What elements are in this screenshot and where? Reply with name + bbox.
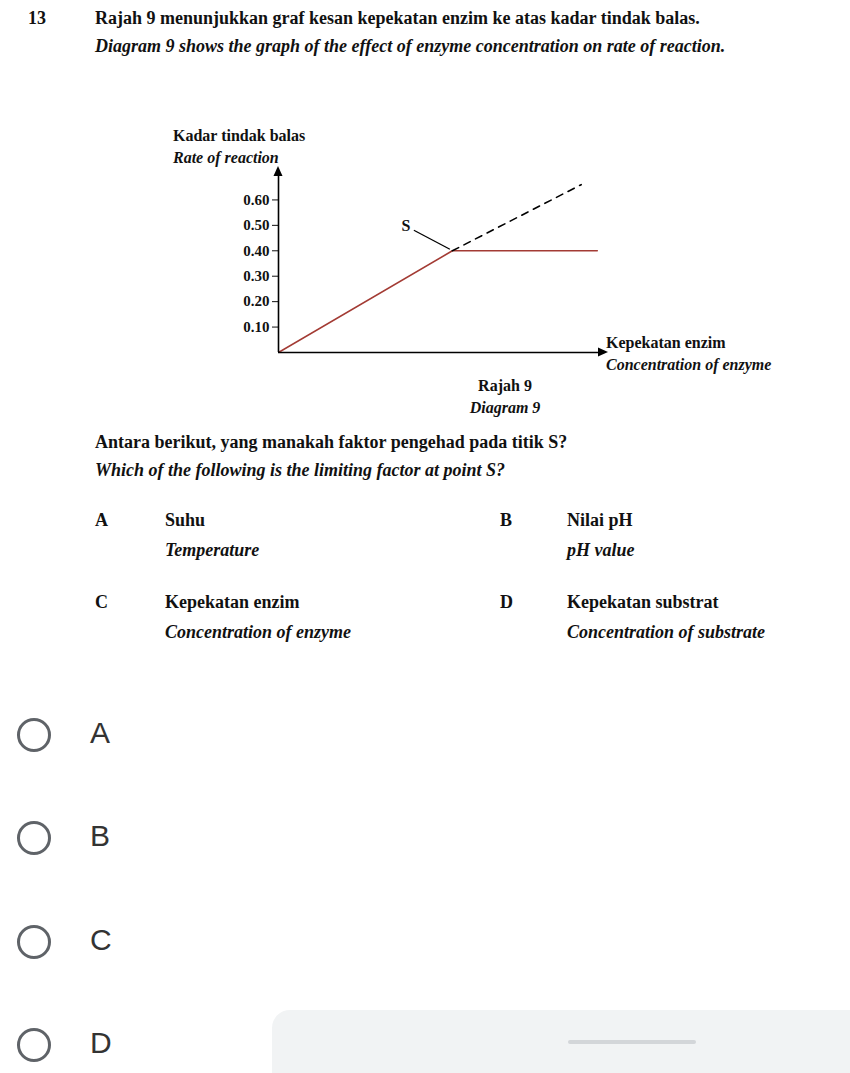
html-text:Rajah 9: Rajah 9 [478, 377, 532, 394]
svg-text:0.20: 0.20 [243, 293, 269, 309]
html-text:D: D [500, 592, 513, 612]
html-text:B: B [90, 819, 110, 852]
html-text:Concentration of substrate: Concentration of substrate [567, 622, 765, 642]
svg-text:0.50: 0.50 [243, 217, 269, 233]
html-text:pH value: pH value [567, 540, 635, 560]
html-text:Nilai pH: Nilai pH [567, 510, 633, 530]
html-text:A: A [90, 716, 110, 749]
html-text:Suhu: Suhu [165, 510, 205, 530]
html-text:Diagram 9 shows the graph of t: Diagram 9 shows the graph of the effect … [95, 36, 726, 56]
html-text:Antara berikut, yang manakah f: Antara berikut, yang manakah faktor peng… [95, 432, 568, 452]
html-text:13: 13 [28, 8, 46, 28]
svg-text:0.60: 0.60 [243, 192, 269, 208]
html-text:C: C [95, 592, 108, 612]
html-text:Kepekatan enzim: Kepekatan enzim [165, 592, 300, 612]
html-text:Kepekatan enzim: Kepekatan enzim [606, 334, 726, 351]
html-text:C: C [90, 923, 112, 956]
html-text:Temperature: Temperature [165, 540, 260, 560]
html-text:Kepekatan substrat: Kepekatan substrat [567, 592, 719, 612]
html-text:B: B [500, 510, 512, 530]
html-text:A: A [95, 510, 108, 530]
svg-text:0.10: 0.10 [243, 319, 269, 335]
html-text:Which of the following is the: Which of the following is the limiting f… [95, 460, 506, 480]
svg-text:S: S [401, 217, 410, 234]
html-text:Kadar tindak balas: Kadar tindak balas [173, 127, 306, 144]
svg-text:0.40: 0.40 [243, 243, 269, 259]
html-text:Concentration of enzyme: Concentration of enzyme [165, 622, 351, 642]
html-text:Rajah 9 menunjukkan graf kesan: Rajah 9 menunjukkan graf kesan kepekatan… [95, 8, 700, 28]
html-text:Rate of reaction: Rate of reaction [173, 149, 279, 166]
html-text:D: D [90, 1026, 112, 1059]
svg-text:0.30: 0.30 [243, 268, 269, 284]
html-text:Concentration of enzyme: Concentration of enzyme [606, 356, 772, 373]
html-text:Diagram 9: Diagram 9 [469, 399, 541, 416]
